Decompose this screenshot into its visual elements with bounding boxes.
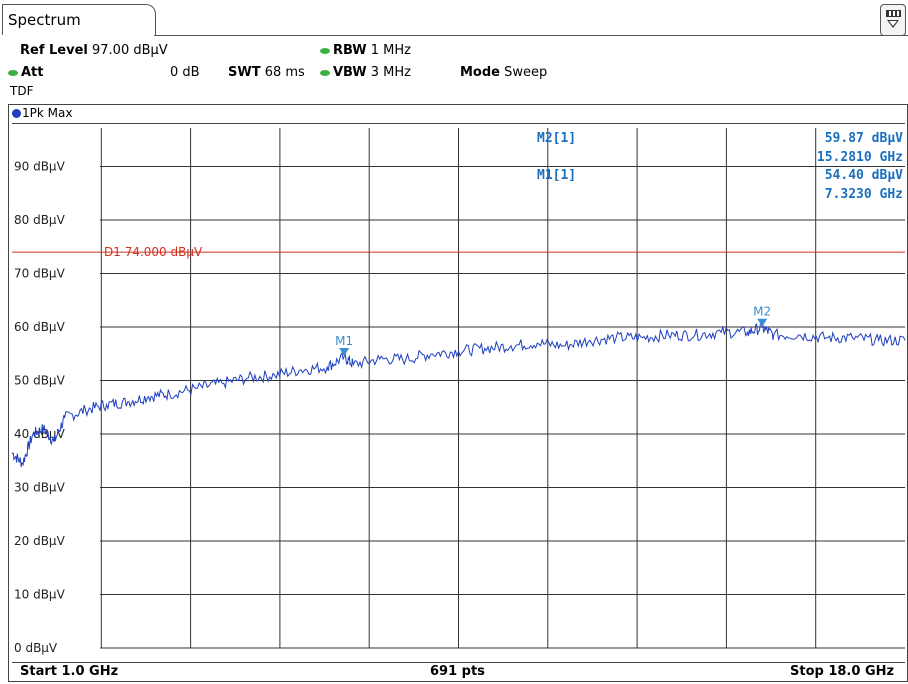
att-indicator-icon [8, 69, 18, 76]
y-tick-label: 60 dBµV [14, 320, 66, 334]
marker-label: M2 [753, 305, 771, 319]
tab-label: Spectrum [8, 11, 81, 29]
vbw-value: 3 MHz [370, 65, 411, 80]
rbw-setting: RBW 1 MHz [320, 43, 411, 58]
limit-line-group: D1 74.000 dBµV [12, 245, 905, 259]
tab-underline [154, 35, 908, 36]
vbw-indicator-icon [320, 69, 330, 76]
y-tick-label: 10 dBµV [14, 588, 66, 602]
mode-setting: Mode Sweep [460, 65, 547, 80]
att-setting: Att [8, 65, 44, 80]
keyboard-icon [886, 10, 901, 17]
mode-value: Sweep [504, 65, 548, 80]
trace-label: 1Pk Max [12, 106, 72, 120]
ref-level-setting: Ref Level 97.00 dBµV [20, 43, 168, 58]
rbw-value: 1 MHz [370, 43, 411, 58]
ref-level-value: 97.00 dBµV [92, 43, 168, 58]
marker-table: M2[1] 59.87 dBµV 15.2810 GHz M1[1] 54.40 dBµ… [537, 131, 903, 202]
y-tick-label: 30 dBµV [14, 481, 66, 495]
trace-separator [12, 123, 905, 124]
marker-triangle [757, 318, 768, 327]
marker-table-frequency: 15.2810 GHz [817, 150, 903, 165]
swt-setting: SWT 68 ms [228, 65, 305, 80]
stop-frequency: Stop 18.0 GHz [790, 664, 895, 679]
marker-table-frequency: 7.3230 GHz [825, 187, 903, 202]
rbw-indicator-icon [320, 47, 330, 54]
vbw-label: VBW [333, 65, 367, 80]
y-tick-label: 70 dBµV [14, 267, 66, 281]
marker-table-name: M1[1] [537, 168, 576, 183]
marker-triangle [339, 347, 350, 356]
att-value: 0 dB [170, 65, 200, 80]
ref-level-label: Ref Level [20, 43, 88, 58]
marker-table-level: 59.87 dBµV [825, 131, 903, 146]
footer-separator [12, 662, 905, 663]
vbw-setting: VBW 3 MHz [320, 65, 411, 80]
mode-label: Mode [460, 65, 500, 80]
trace-label-text: 1Pk Max [22, 106, 73, 120]
y-tick-label: 0 dBµV [14, 641, 58, 655]
limit-line-label: D1 74.000 dBµV [104, 245, 203, 259]
swt-value: 68 ms [264, 65, 305, 80]
att-label: Att [21, 65, 44, 80]
grid [100, 128, 905, 649]
menu-icon[interactable] [880, 4, 906, 36]
markers-group: M1 M2 [335, 305, 771, 356]
marker-label: M1 [335, 334, 353, 348]
points-count: 691 pts [430, 664, 485, 679]
spectrum-tab[interactable]: Spectrum [2, 4, 156, 35]
y-tick-label: 80 dBµV [14, 213, 66, 227]
tdf-label: TDF [10, 84, 34, 98]
marker-table-level: 54.40 dBµV [825, 168, 903, 183]
trace-dot-icon [12, 109, 21, 118]
y-tick-label: 90 dBµV [14, 160, 66, 174]
trace-group [11, 320, 906, 468]
y-tick-label: 20 dBµV [14, 534, 66, 548]
rbw-label: RBW [333, 43, 367, 58]
y-tick-label: 50 dBµV [14, 374, 66, 388]
marker-table-name: M2[1] [537, 131, 576, 146]
dropdown-arrow-icon [887, 20, 899, 28]
start-frequency: Start 1.0 GHz [20, 664, 119, 679]
trace-line [11, 320, 906, 468]
swt-label: SWT [228, 65, 261, 80]
